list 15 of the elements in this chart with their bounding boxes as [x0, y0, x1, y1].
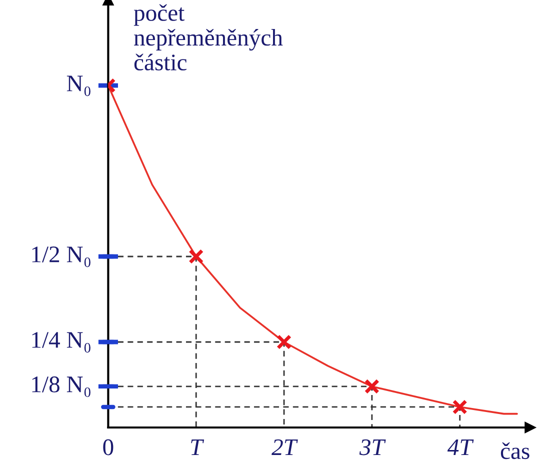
x-axis-title: čas [500, 442, 530, 460]
y-axis-title: počet nepřeměněných částic [134, 4, 283, 70]
point [452, 399, 468, 415]
point [276, 334, 292, 350]
text: N₀ [66, 76, 90, 96]
text: 1/4 N₀ [32, 332, 90, 353]
text: 1/2 N₀ [32, 246, 90, 268]
point [188, 248, 204, 264]
point [364, 378, 380, 394]
text: 1/8 N₀ [32, 376, 90, 398]
x-tick-label: T [191, 440, 204, 455]
x-tick-label: 2T [272, 439, 298, 455]
x-tick-label: 4T [447, 439, 474, 455]
x-tick-label: 3T [359, 439, 386, 456]
x-tick-label: 0 [103, 439, 114, 456]
